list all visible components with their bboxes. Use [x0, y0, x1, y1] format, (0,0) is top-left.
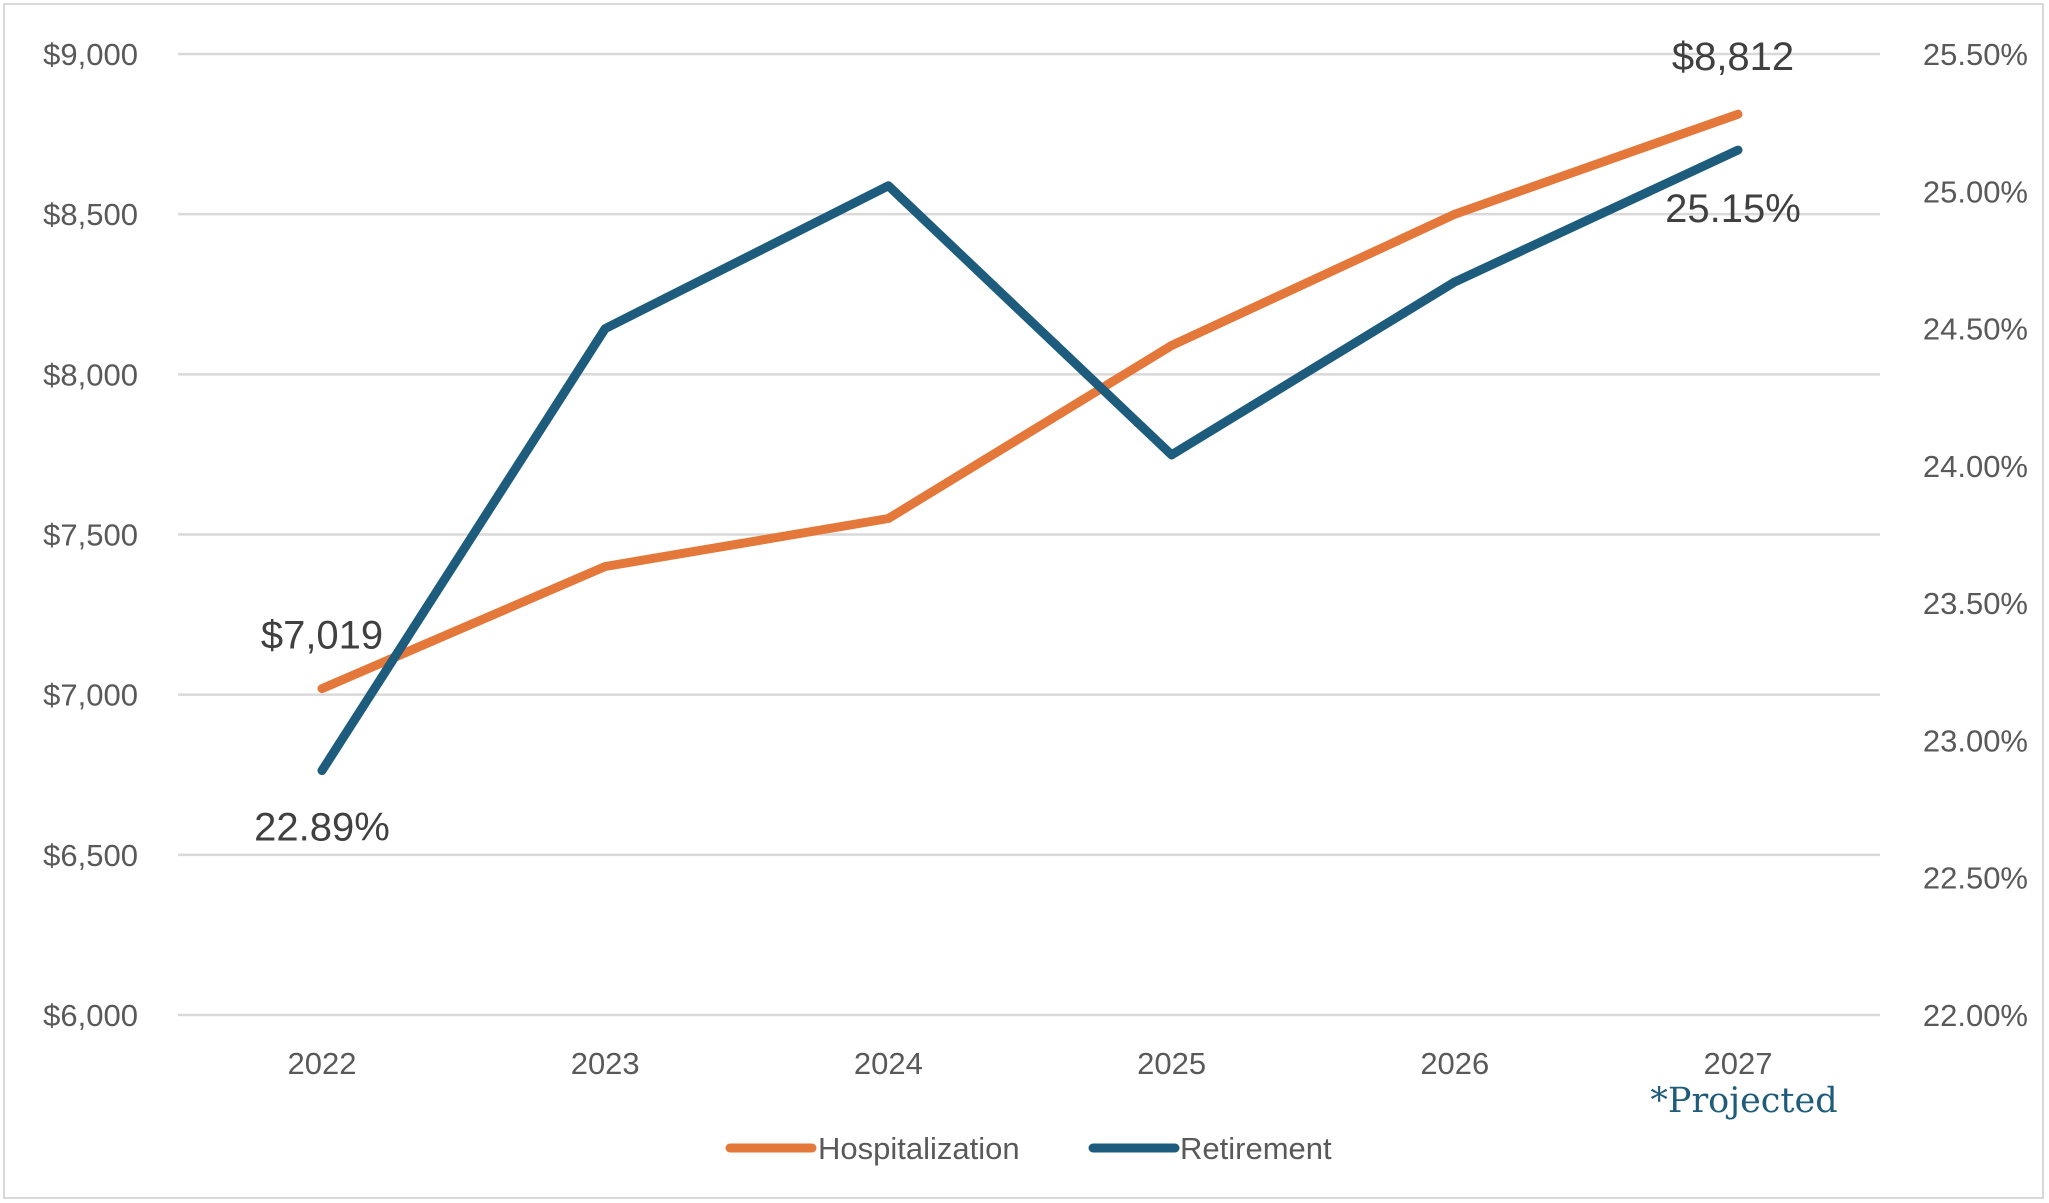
series-line-retirement	[317, 145, 1743, 776]
left-tick-label: $8,500	[43, 197, 138, 232]
data-label: $8,812	[1672, 35, 1794, 79]
right-tick-label: 25.50%	[1923, 37, 2028, 72]
data-label: 22.89%	[254, 806, 390, 850]
data-labels: $7,019 $8,812 22.89% 25.15%	[254, 35, 1801, 849]
data-label: 25.15%	[1665, 187, 1801, 231]
series-line-hospitalization	[317, 109, 1743, 694]
x-tick-label: 2026	[1420, 1046, 1489, 1081]
x-axis-tick-labels: 2022 2023 2024 2025 2026 2027	[288, 1046, 1773, 1081]
left-tick-label: $6,500	[43, 838, 138, 873]
x-tick-label: 2025	[1137, 1046, 1206, 1081]
left-tick-label: $7,000	[43, 678, 138, 713]
right-axis-tick-labels: 22.00% 22.50% 23.00% 23.50% 24.00% 24.50% 25.0…	[1923, 37, 2028, 1033]
right-tick-label: 25.00%	[1923, 174, 2028, 209]
legend-label-hospitalization: Hospitalization	[818, 1131, 1020, 1166]
legend-label-retirement: Retirement	[1180, 1131, 1332, 1166]
left-axis-tick-labels: $6,000 $6,500 $7,000 $7,500 $8,000 $8,500 $9,0…	[43, 37, 138, 1033]
right-tick-label: 22.00%	[1923, 998, 2028, 1033]
left-tick-label: $6,000	[43, 998, 138, 1033]
series-lines	[317, 109, 1743, 776]
right-tick-label: 24.50%	[1923, 312, 2028, 347]
legend: Hospitalization Retirement	[725, 1131, 1332, 1166]
right-tick-label: 22.50%	[1923, 861, 2028, 896]
left-tick-label: $8,000	[43, 357, 138, 392]
data-label: $7,019	[261, 614, 383, 658]
right-tick-label: 23.00%	[1923, 723, 2028, 758]
x-tick-label: 2024	[854, 1046, 923, 1081]
x-tick-label: 2023	[571, 1046, 640, 1081]
left-tick-label: $7,500	[43, 518, 138, 553]
x-tick-label: 2027	[1704, 1046, 1773, 1081]
projected-note: *Projected	[1650, 1081, 1837, 1121]
chart-frame	[3, 3, 2044, 1199]
right-tick-label: 24.00%	[1923, 449, 2028, 484]
x-tick-label: 2022	[288, 1046, 357, 1081]
left-tick-label: $9,000	[43, 37, 138, 72]
right-tick-label: 23.50%	[1923, 586, 2028, 621]
